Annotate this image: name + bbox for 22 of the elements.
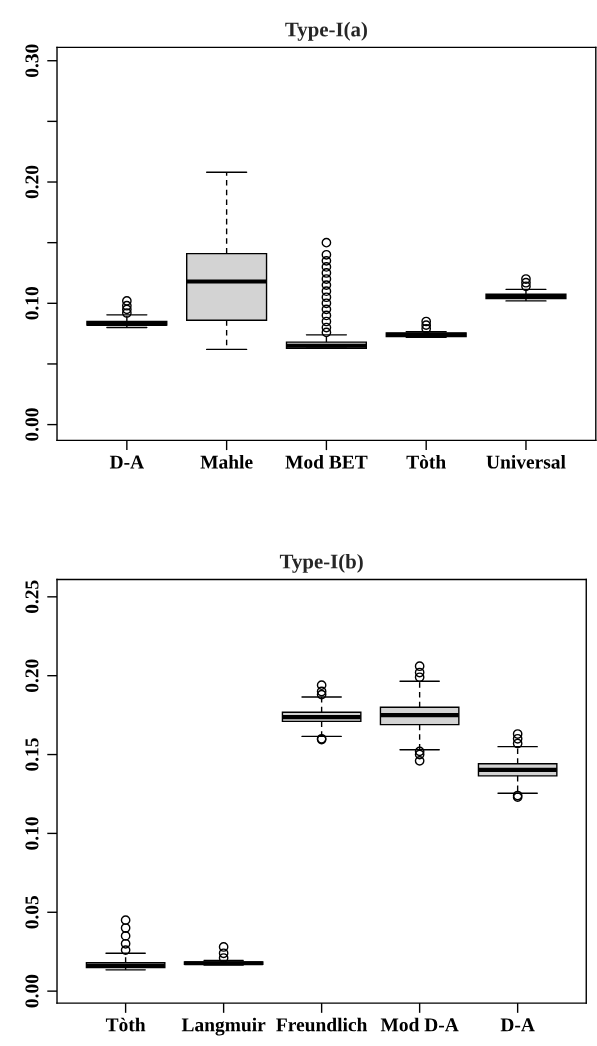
x-tick-label: D-A: [500, 1018, 535, 1032]
y-tick-label: 0.15: [25, 738, 39, 771]
chart-title: Type-I(a): [285, 21, 367, 41]
x-tick-label: Universal: [486, 454, 566, 469]
y-tick-label: 0.10: [25, 817, 39, 850]
x-tick-label: Langmuir: [181, 1017, 266, 1036]
x-tick-label: Tòth: [406, 454, 446, 469]
x-tick-label: Freundlich: [276, 1017, 368, 1032]
x-tick-label: Mod D-A: [380, 1017, 459, 1032]
y-tick-label: 0.05: [25, 895, 39, 929]
y-tick-label: 0.20: [25, 659, 39, 692]
x-tick-label: Mod BET: [285, 454, 368, 469]
chart-title: Type-I(b): [279, 553, 363, 573]
y-tick-label: 0.20: [25, 165, 39, 199]
y-tick-label: 0.25: [25, 580, 39, 614]
x-tick-label: Mahle: [200, 454, 253, 469]
y-tick-label: 0.10: [25, 287, 39, 320]
x-tick-label: Tòth: [105, 1017, 146, 1032]
y-tick-label: 0.00: [25, 974, 39, 1008]
y-tick-label: 0.30: [25, 44, 39, 77]
x-tick-label: D-A: [109, 455, 144, 469]
y-tick-label: 0.00: [25, 408, 39, 441]
